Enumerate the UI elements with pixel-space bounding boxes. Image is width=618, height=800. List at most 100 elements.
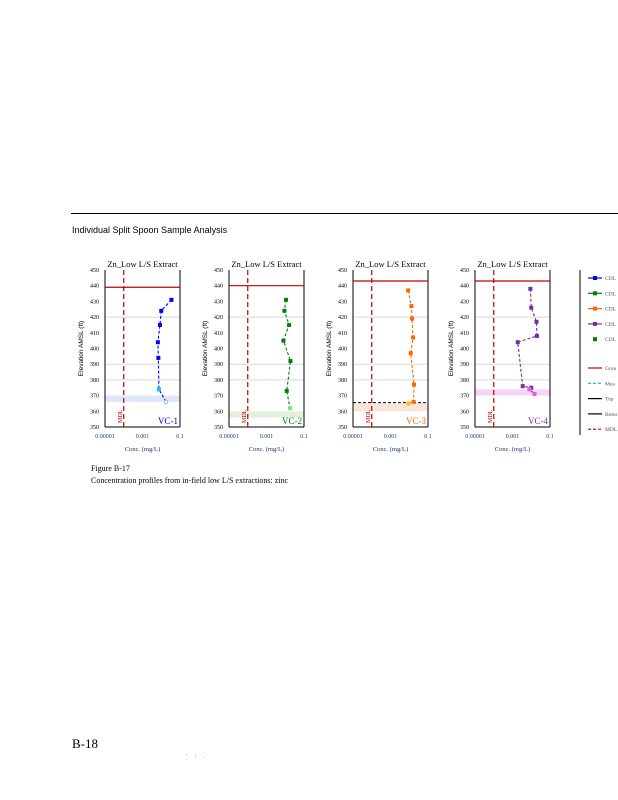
chart-title: Zn_Low L/S Extract [231,259,302,269]
legend-label: CDL [605,291,617,297]
y-tick-label: 360 [460,409,469,415]
footer-marks: ' : . [186,754,209,760]
legend-entry: Top [588,397,614,403]
legend-entry: CDL [588,291,617,297]
y-tick-label: 400 [460,347,469,353]
legend-marker [593,306,597,311]
y-tick-label: 370 [90,394,99,400]
profile-line [517,288,538,395]
y-axis-label: Elevation AMSL (ft) [448,321,455,376]
y-tick-label: 380 [90,378,99,384]
legend-entry: CDL [593,337,617,343]
profile-label: VC-1 [158,416,178,426]
y-tick-label: 410 [460,331,469,337]
data-point [284,297,289,302]
x-tick-label: 0.001 [260,434,274,440]
x-tick-label: 0.001 [384,434,398,440]
y-tick-label: 400 [338,347,347,353]
y-tick-label: 370 [460,394,469,400]
y-tick-label: 350 [90,425,99,431]
y-tick-label: 360 [338,409,347,415]
profile-line [407,290,415,404]
y-tick-label: 410 [90,331,99,337]
legend-label: Mea [605,381,615,387]
x-tick-label: 0.1 [424,434,432,440]
data-point [534,319,539,324]
mdl-label: MDL [118,409,124,423]
data-point [515,340,520,345]
data-point [282,308,287,313]
data-point [409,304,414,309]
y-tick-label: 440 [214,284,223,290]
x-tick-label: 0.001 [136,434,150,440]
y-tick-label: 450 [460,268,469,274]
y-tick-label: 450 [338,268,347,274]
data-point [532,392,537,397]
data-point [409,316,414,321]
y-tick-label: 360 [214,409,223,415]
legend-entry: Botto [588,412,617,418]
y-tick-label: 400 [214,347,223,353]
legend-swatch [593,337,597,342]
legend-label: CDL [605,307,617,313]
legend-marker [593,291,597,296]
chart-panel-4: MDL 350 360 370 380 390 400 410 420 430 450 440 0.00… [448,259,554,453]
x-axis-label: Conc. (mg/L) [373,446,408,453]
data-point [411,399,416,404]
y-tick-label: 440 [460,284,469,290]
x-tick-label: 0.1 [300,434,308,440]
legend-entry: CDL [588,276,617,282]
y-tick-label: 390 [338,362,347,368]
legend-entry: CDL [588,306,617,313]
x-tick-label: 0.00001 [95,434,115,440]
legend-entry: Mea [588,381,615,387]
mdl-label: MDL [488,409,494,423]
y-tick-label: 440 [90,284,99,290]
chart-title: Zn_Low L/S Extract [355,259,426,269]
data-point [284,388,289,393]
data-point [288,359,293,364]
x-tick-label: 0.00001 [219,434,239,440]
y-tick-label: 410 [338,331,347,337]
legend-label: MDL [605,427,618,433]
y-tick-label: 390 [90,362,99,368]
sample-band [353,403,428,412]
data-point [287,322,292,327]
profile-label: VC-2 [282,416,302,426]
y-tick-label: 430 [460,299,469,305]
data-point [159,308,164,313]
chart-panel-3: MDL 350 360 370 380 390 400 410 420 430 450 440 0.00… [326,259,432,453]
x-tick-label: 0.1 [546,434,554,440]
sample-band [475,389,550,396]
legend-entry: CDL [588,321,617,328]
x-tick-label: 0.00001 [343,434,363,440]
y-tick-label: 390 [214,362,223,368]
y-tick-label: 350 [338,425,347,431]
data-point [156,387,161,392]
chart-title: Zn_Low L/S Extract [107,259,178,269]
data-point [534,333,539,338]
x-axis-label: Conc. (mg/L) [495,446,530,453]
x-axis-label: Conc. (mg/L) [125,446,160,453]
figure-caption: Concentration profiles from in-field low… [91,476,289,485]
data-point [406,401,411,406]
legend: CDL CDL CDL CDL CDL Grou Mea Top Botto MDL [579,270,618,435]
x-tick-label: 0.001 [506,434,520,440]
y-tick-label: 370 [214,394,223,400]
data-point [528,286,533,291]
header-rule [71,213,618,214]
y-axis-label: Elevation AMSL (ft) [78,321,85,376]
x-axis-label: Conc. (mg/L) [249,446,284,453]
y-tick-label: 350 [460,425,469,431]
y-tick-label: 420 [214,315,223,321]
y-tick-label: 400 [90,347,99,353]
chart-panel-2: MDL 350 360 370 380 390 400 410 420 430 450 440 0.00… [202,259,308,453]
x-tick-label: 0.00001 [465,434,485,440]
profile-label: VC-3 [406,416,426,426]
y-tick-label: 350 [214,425,223,431]
y-tick-label: 420 [460,315,469,321]
y-tick-label: 430 [214,299,223,305]
y-axis-label: Elevation AMSL (ft) [326,321,333,376]
y-tick-label: 370 [338,394,347,400]
